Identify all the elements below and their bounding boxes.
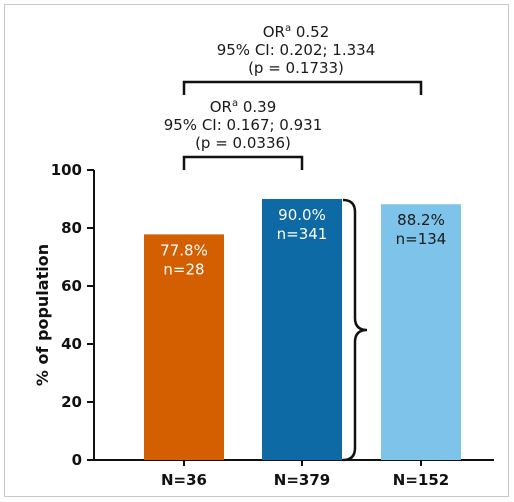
- x-tick-label: N=36: [161, 471, 207, 489]
- y-tick-label: 100: [51, 161, 82, 179]
- bar-value-label: 90.0%: [278, 206, 326, 224]
- bar-count-label: n=134: [396, 230, 447, 248]
- comparison-lower-ci: 95% CI: 0.167; 0.931: [164, 116, 323, 134]
- x-tick-label: N=379: [274, 471, 330, 489]
- comparison-lower-or: ORa 0.39: [210, 98, 277, 116]
- y-axis-title: % of population: [33, 244, 52, 386]
- bar-value-label: 88.2%: [397, 211, 445, 229]
- bar-count-label: n=28: [163, 260, 204, 278]
- comparison-upper-or: ORa 0.52: [263, 23, 330, 41]
- bar-value-label: 77.8%: [160, 241, 208, 259]
- y-tick-label: 20: [61, 393, 82, 411]
- y-tick-label: 40: [61, 335, 82, 353]
- bar-count-label: n=341: [277, 225, 328, 243]
- comparison-upper-p: (p = 0.1733): [248, 59, 344, 77]
- group-brace: [342, 198, 368, 462]
- comparison-bracket-upper: [182, 80, 423, 95]
- comparison-upper-ci: 95% CI: 0.202; 1.334: [217, 41, 376, 59]
- y-tick-label: 60: [61, 277, 82, 295]
- y-tick-label: 0: [72, 451, 82, 469]
- y-tick-label: 80: [61, 219, 82, 237]
- bar: [262, 199, 342, 460]
- x-tick-label: N=152: [393, 471, 449, 489]
- comparison-bracket-lower: [182, 155, 304, 170]
- comparison-lower-p: (p = 0.0336): [195, 134, 291, 152]
- bar: [381, 204, 461, 460]
- bar: [144, 234, 224, 460]
